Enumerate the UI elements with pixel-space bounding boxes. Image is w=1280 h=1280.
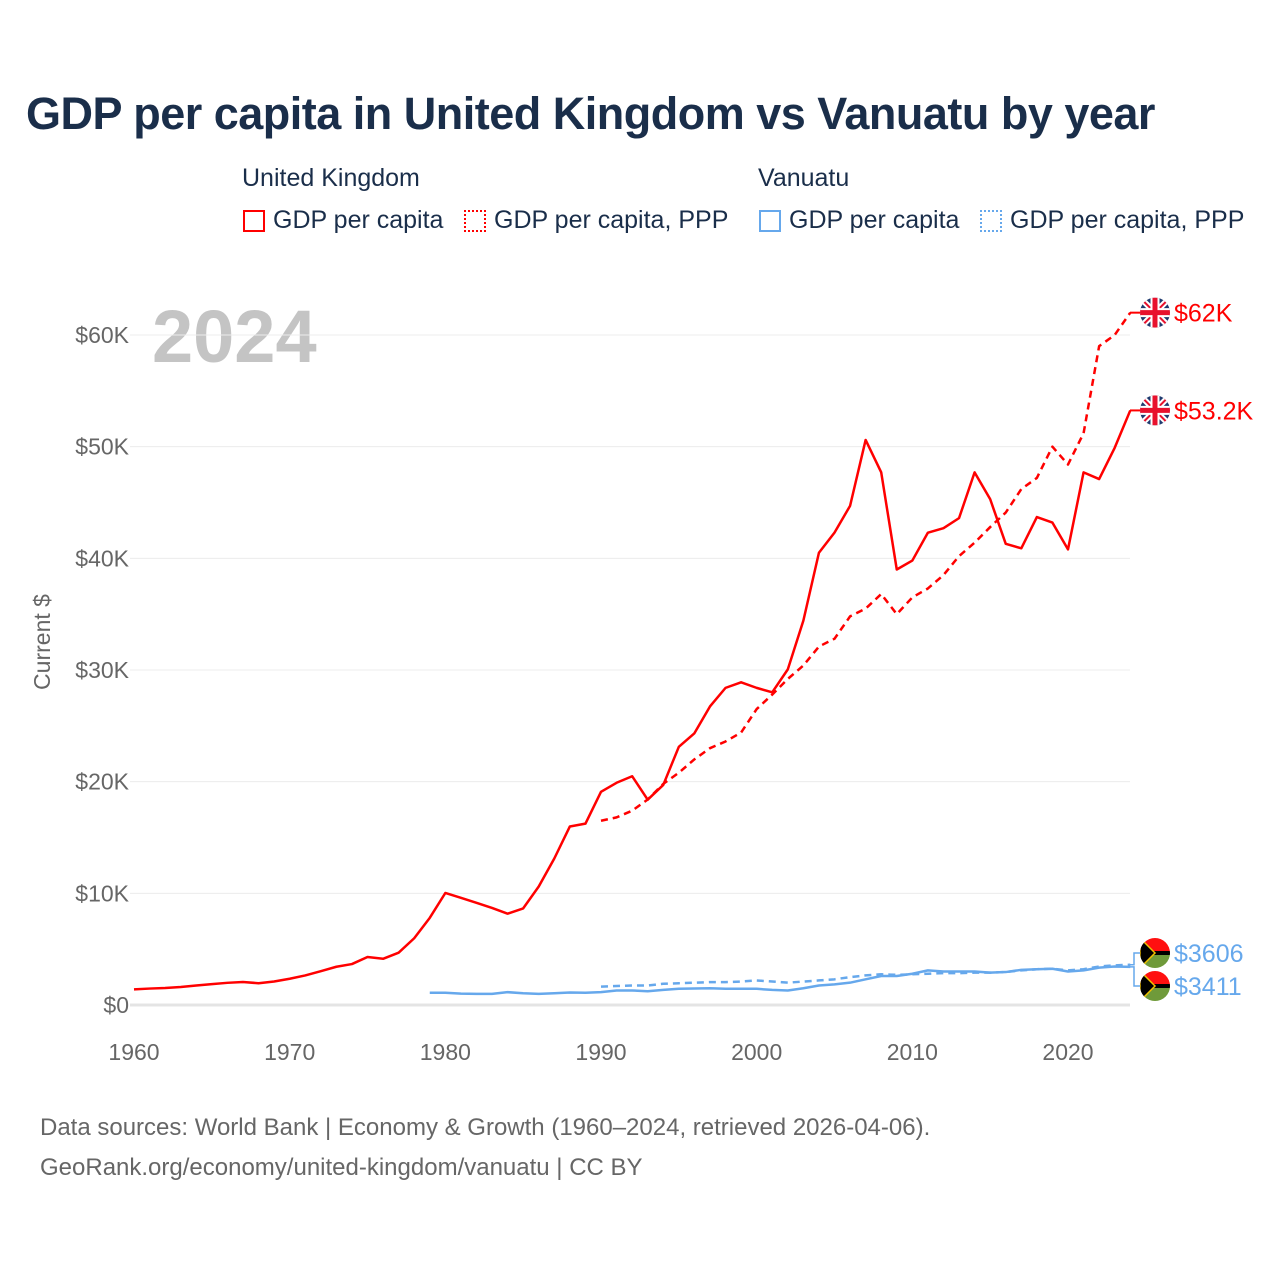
- legend-label: GDP per capita, PPP: [1010, 206, 1245, 234]
- x-tick-label: 1990: [575, 1039, 626, 1065]
- y-tick-label: $60K: [75, 322, 129, 348]
- flag-body: [1140, 297, 1170, 328]
- end-value-label: $53.2K: [1174, 397, 1254, 425]
- x-tick-label: 1970: [264, 1039, 315, 1065]
- y-tick-label: $30K: [75, 657, 129, 683]
- flag-cross-red: [1140, 297, 1170, 328]
- legend-swatch-solid-blue: [759, 209, 781, 232]
- vanuatu-flag-icon: [1140, 938, 1170, 968]
- y-tick-label: $50K: [75, 434, 129, 460]
- end-value-label: $3606: [1174, 940, 1244, 968]
- y-tick-label: $0: [103, 992, 129, 1018]
- label-connector: [1130, 966, 1140, 987]
- y-tick-label: $20K: [75, 769, 129, 795]
- series-line-0: [133, 409, 1132, 991]
- x-tick-label: 2010: [887, 1039, 938, 1065]
- flag-cross-red: [1140, 395, 1170, 426]
- uk-flag-icon: [1140, 297, 1170, 328]
- legend-swatch-solid-red: [243, 209, 265, 232]
- end-value-label: $3411: [1174, 973, 1242, 1001]
- flag-triangle: [1140, 938, 1157, 968]
- legend-swatch-dotted-blue: [980, 209, 1002, 232]
- x-tick-label: 1980: [420, 1039, 471, 1065]
- legend-item-uk-ppp[interactable]: GDP per capita, PPP: [464, 206, 728, 235]
- legend-group-vanuatu: Vanuatu: [758, 164, 850, 192]
- legend-group-uk: United Kingdom: [242, 164, 420, 192]
- footer-link[interactable]: GeoRank.org/economy/united-kingdom/vanua…: [40, 1154, 643, 1181]
- legend-item-uk-gdp[interactable]: GDP per capita: [243, 206, 443, 235]
- y-tick-label: $10K: [75, 880, 129, 906]
- uk-flag-icon: [1140, 395, 1170, 426]
- flag-body: [1140, 938, 1170, 968]
- legend-item-vanuatu-ppp[interactable]: GDP per capita, PPP: [980, 206, 1244, 235]
- series-line-1: [600, 311, 1132, 822]
- legend-label: GDP per capita: [789, 206, 960, 234]
- legend-item-vanuatu-gdp[interactable]: GDP per capita: [759, 206, 959, 235]
- y-tick-label: $40K: [75, 545, 129, 571]
- series-line-3: [600, 963, 1131, 988]
- legend-swatch-dotted-red: [464, 209, 486, 232]
- footer-sources: Data sources: World Bank | Economy & Gro…: [40, 1114, 931, 1141]
- end-value-label: $62K: [1174, 300, 1233, 328]
- x-tick-label: 2000: [731, 1039, 782, 1065]
- footer: Data sources: World Bank | Economy & Gro…: [40, 1108, 930, 1188]
- year-watermark: 2024: [152, 295, 317, 378]
- flag-body: [1140, 971, 1170, 1001]
- flag-triangle: [1140, 971, 1157, 1001]
- label-connector: [1130, 952, 1140, 966]
- chart-title: GDP per capita in United Kingdom vs Vanu…: [26, 88, 1155, 139]
- vanuatu-flag-icon: [1140, 971, 1170, 1001]
- x-tick-label: 1960: [108, 1039, 159, 1065]
- legend-label: GDP per capita: [273, 206, 444, 234]
- legend-label: GDP per capita, PPP: [494, 206, 729, 234]
- flag-body: [1140, 395, 1170, 426]
- x-tick-label: 2020: [1042, 1039, 1093, 1065]
- y-axis-label: Current $: [29, 594, 55, 690]
